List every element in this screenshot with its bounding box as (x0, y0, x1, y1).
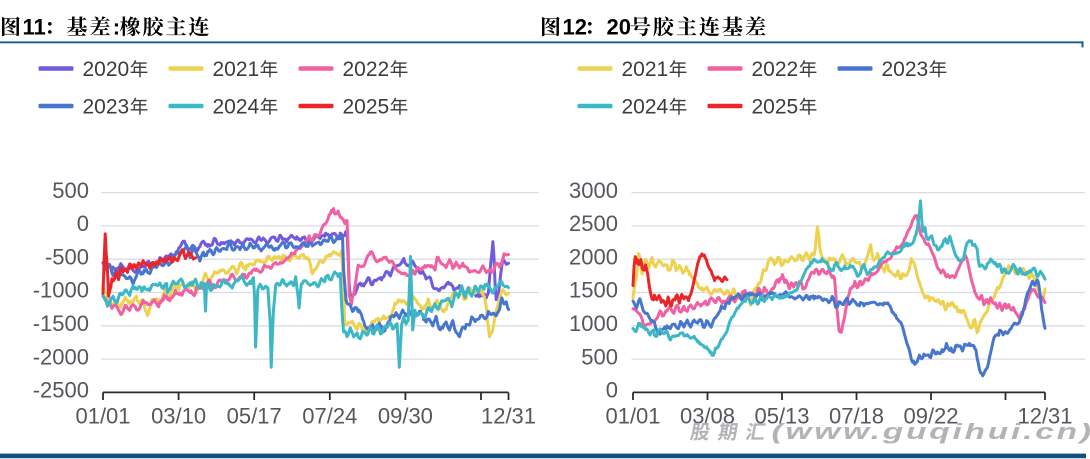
svg-text:09/30: 09/30 (378, 403, 433, 428)
svg-text:1500: 1500 (569, 278, 618, 303)
svg-text:2021: 2021 (622, 58, 669, 81)
svg-text:2024: 2024 (622, 95, 669, 118)
svg-text:03/10: 03/10 (151, 403, 206, 428)
svg-text:2023: 2023 (882, 58, 929, 81)
svg-text:-1000: -1000 (33, 278, 89, 303)
svg-text:2500: 2500 (569, 211, 618, 236)
svg-text:2021: 2021 (213, 58, 260, 81)
svg-text:11: 11 (23, 14, 46, 39)
svg-text:3000: 3000 (569, 178, 618, 203)
svg-text:-2000: -2000 (33, 344, 89, 369)
svg-text:01/01: 01/01 (605, 403, 660, 428)
svg-text:500: 500 (52, 178, 89, 203)
svg-text:2022: 2022 (343, 58, 390, 81)
svg-text:12: 12 (563, 14, 587, 39)
svg-text:07/18: 07/18 (829, 403, 884, 428)
svg-text:2023: 2023 (83, 95, 130, 118)
svg-text::: : (113, 14, 120, 39)
svg-text:(www.guqihui.cn): (www.guqihui.cn) (772, 419, 1090, 444)
svg-text:12/31: 12/31 (1017, 403, 1072, 428)
svg-text:500: 500 (581, 344, 618, 369)
svg-text:-1500: -1500 (33, 311, 89, 336)
svg-text:0: 0 (606, 378, 618, 403)
svg-text:-500: -500 (45, 244, 89, 269)
svg-text:2000: 2000 (569, 244, 618, 269)
svg-text:12/31: 12/31 (481, 403, 536, 428)
svg-text:05/17: 05/17 (227, 403, 282, 428)
svg-text:2022: 2022 (752, 58, 799, 81)
svg-text:2020: 2020 (83, 58, 130, 81)
svg-text:01/01: 01/01 (75, 403, 130, 428)
svg-text:1000: 1000 (569, 311, 618, 336)
svg-text:2025: 2025 (343, 95, 390, 118)
svg-text:20: 20 (607, 14, 631, 39)
svg-text:09/22: 09/22 (903, 403, 958, 428)
svg-text:-2500: -2500 (33, 378, 89, 403)
svg-text:2025: 2025 (752, 95, 799, 118)
svg-text:2024: 2024 (213, 95, 260, 118)
svg-text:0: 0 (77, 211, 89, 236)
svg-text:07/24: 07/24 (302, 403, 357, 428)
